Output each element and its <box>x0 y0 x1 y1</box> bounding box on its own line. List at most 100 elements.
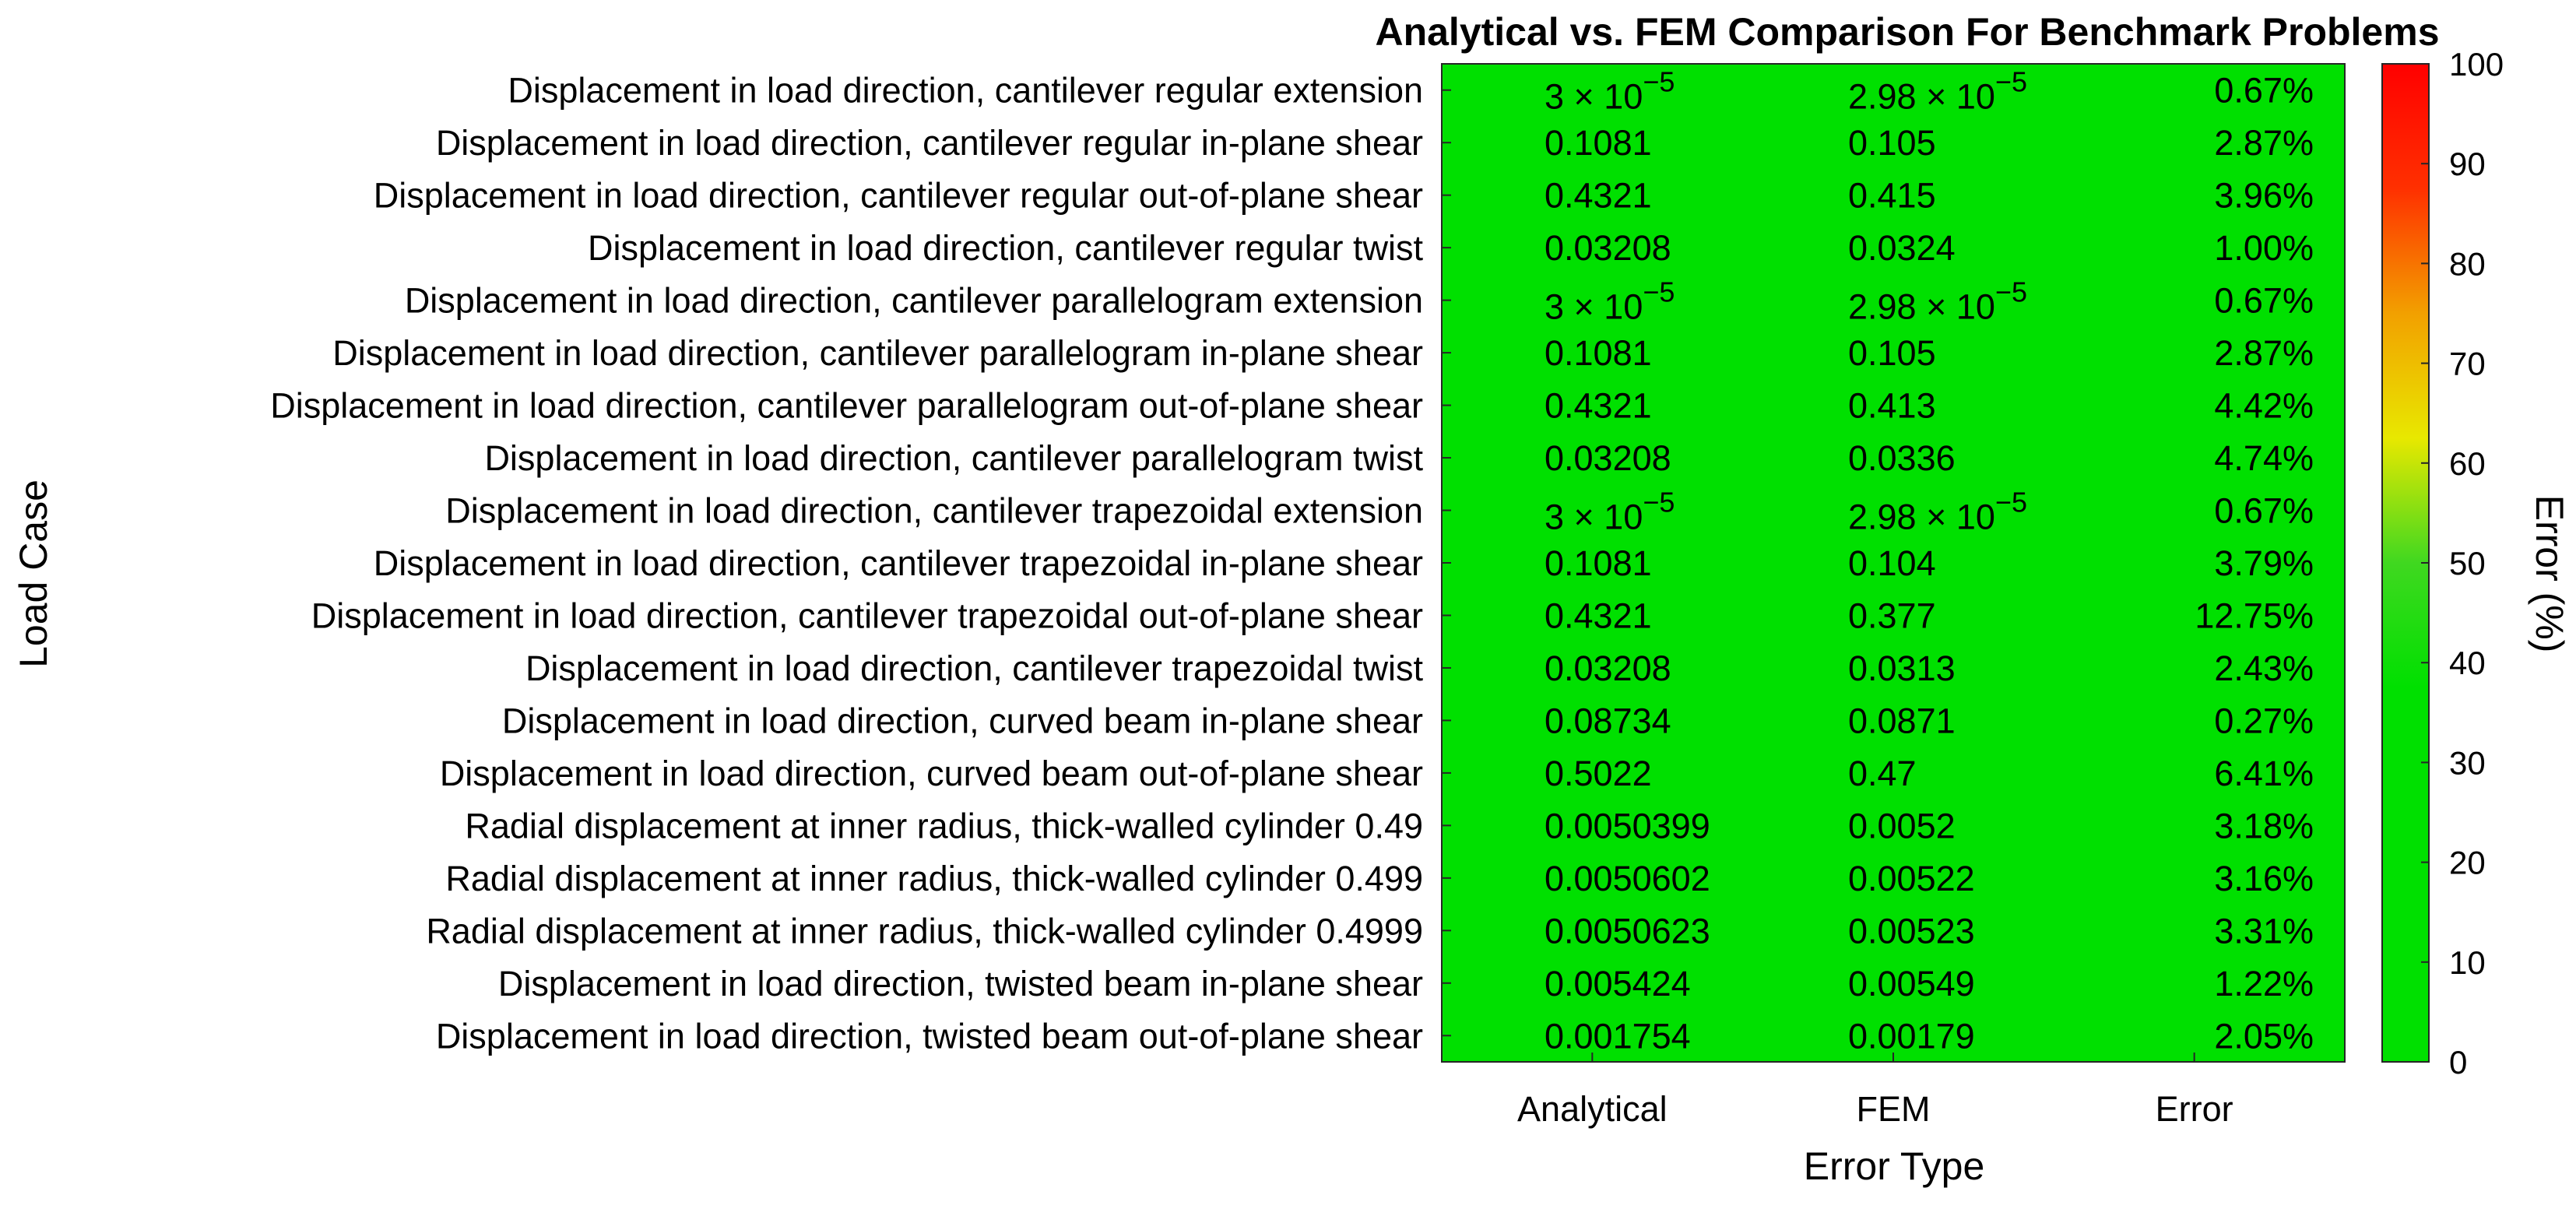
heatmap-cell <box>2044 904 2346 958</box>
cell-value: 0.104 <box>1848 543 1936 583</box>
heatmap-cell <box>1742 641 2044 695</box>
cell-value: 0.1081 <box>1545 543 1652 583</box>
row-label: Displacement in load direction, cantilev… <box>405 281 1423 321</box>
cell-value: 0.47 <box>1848 754 1917 793</box>
row-label: Radial displacement at inner radius, thi… <box>465 806 1423 845</box>
heatmap-cell <box>1742 326 2044 380</box>
cell-value: 0.105 <box>1848 333 1936 373</box>
chart-title: Analytical vs. FEM Comparison For Benchm… <box>1375 10 2439 54</box>
cell-value: 0.4321 <box>1545 596 1652 635</box>
cell-value: 0.67% <box>2214 281 2314 321</box>
heatmap-cell <box>2044 641 2346 695</box>
heatmap-cell <box>1442 483 1744 537</box>
cell-value: 12.75% <box>2195 596 2314 635</box>
heatmap-cell <box>2044 431 2346 485</box>
col-labels-layer: Analytical FEM Error <box>1517 1053 2233 1129</box>
heatmap-cell <box>1742 483 2044 537</box>
row-label: Radial displacement at inner radius, thi… <box>445 859 1423 898</box>
heatmap-cell <box>1742 589 2044 642</box>
cell-value: 0.00523 <box>1848 911 1975 951</box>
cell-value: 0.0050602 <box>1545 859 1710 898</box>
row-label: Displacement in load direction, cantilev… <box>588 228 1423 268</box>
cell-value: 0.4321 <box>1545 176 1652 216</box>
row-label: Displacement in load direction, cantilev… <box>445 491 1423 531</box>
cell-value: 3 × 10−5 <box>1545 66 1675 117</box>
x-axis-label: Error Type <box>1804 1144 1985 1188</box>
row-label: Displacement in load direction, cantilev… <box>332 333 1423 373</box>
row-label: Displacement in load direction, curved b… <box>502 701 1423 740</box>
cell-value: 4.42% <box>2214 386 2314 426</box>
row-label: Displacement in load direction, cantilev… <box>270 386 1423 426</box>
colorbar-tick-label: 100 <box>2449 46 2504 83</box>
cell-value: 0.00179 <box>1848 1016 1975 1056</box>
cell-value: 0.67% <box>2214 491 2314 531</box>
heatmap-cell <box>2044 326 2346 380</box>
cell-value: 0.03208 <box>1545 228 1671 268</box>
colorbar-label: Error (%) <box>2528 495 2571 653</box>
cell-value: 0.0324 <box>1848 228 1956 268</box>
heatmap-cell <box>2044 273 2346 327</box>
heatmap-cell <box>1442 116 1744 170</box>
colorbar-tick-label: 40 <box>2449 645 2486 681</box>
colorbar-tick-label: 70 <box>2449 346 2486 382</box>
column-label: FEM <box>1857 1089 1931 1129</box>
cell-value: 0.1081 <box>1545 333 1652 373</box>
row-label: Displacement in load direction, twisted … <box>498 964 1423 1003</box>
heatmap-cell <box>1742 273 2044 327</box>
heatmap-cell <box>1742 64 2044 117</box>
row-label: Radial displacement at inner radius, thi… <box>426 911 1423 951</box>
heatmap-cell <box>2044 64 2346 117</box>
row-label: Displacement in load direction, cantilev… <box>525 648 1424 688</box>
colorbar-tick-label: 60 <box>2449 445 2486 482</box>
cell-value: 2.98 × 10−5 <box>1848 487 2027 537</box>
cell-value: 0.00549 <box>1848 964 1975 1003</box>
heatmap-cell <box>2044 378 2346 432</box>
row-label: Displacement in load direction, curved b… <box>440 754 1423 793</box>
heatmap-cell <box>1442 904 1744 958</box>
heatmap-cell <box>1442 168 1744 222</box>
heatmap-cell <box>1442 536 1744 590</box>
heatmap-cell <box>1442 273 1744 327</box>
colorbar: 0 10 20 30 40 50 60 70 80 90 100 <box>2381 46 2504 1081</box>
cell-value: 0.0050623 <box>1545 911 1710 951</box>
heatmap-cell <box>1442 694 1744 747</box>
heatmap-cell <box>1742 694 2044 747</box>
cell-value: 3 × 10−5 <box>1545 276 1675 327</box>
heatmap-cell <box>2044 168 2346 222</box>
heatmap-cell <box>2044 852 2346 905</box>
row-label: Displacement in load direction, cantilev… <box>311 596 1423 635</box>
row-label: Displacement in load direction, twisted … <box>436 1016 1423 1056</box>
cells-layer <box>1441 63 2346 1063</box>
cell-value: 1.00% <box>2214 228 2314 268</box>
cell-value: 3.96% <box>2214 176 2314 216</box>
cell-value: 2.05% <box>2214 1016 2314 1056</box>
cell-value: 0.377 <box>1848 596 1936 635</box>
row-label: Displacement in load direction, cantilev… <box>374 543 1423 583</box>
cell-value: 0.00522 <box>1848 859 1975 898</box>
colorbar-tick-label: 10 <box>2449 944 2486 981</box>
cell-value: 0.413 <box>1848 386 1936 426</box>
heatmap-cell <box>1742 957 2044 1010</box>
column-label: Analytical <box>1517 1089 1668 1129</box>
row-label: Displacement in load direction, cantilev… <box>484 438 1423 478</box>
cell-value: 2.87% <box>2214 123 2314 163</box>
heatmap-cell <box>1742 431 2044 485</box>
cell-value: 0.001754 <box>1545 1016 1691 1056</box>
cell-value: 0.105 <box>1848 123 1936 163</box>
heatmap-cell <box>2044 589 2346 642</box>
heatmap-cell <box>1742 747 2044 800</box>
colorbar-tick-label: 20 <box>2449 845 2486 881</box>
heatmap-cell <box>1442 378 1744 432</box>
heatmap-cell <box>1742 168 2044 222</box>
column-label: Error <box>2156 1089 2233 1129</box>
cell-value: 0.4321 <box>1545 386 1652 426</box>
y-axis-label: Load Case <box>12 480 55 668</box>
cell-value: 4.74% <box>2214 438 2314 478</box>
row-label: Displacement in load direction, cantilev… <box>508 71 1423 111</box>
cell-value: 0.0050399 <box>1545 806 1710 845</box>
cell-values-layer: 3 × 10−5 0.1081 0.4321 0.03208 3 × 10−5 0.108… <box>1545 66 2314 1056</box>
heatmap-cell <box>1442 326 1744 380</box>
heatmap-cell <box>2044 747 2346 800</box>
colorbar-tick-label: 80 <box>2449 245 2486 282</box>
